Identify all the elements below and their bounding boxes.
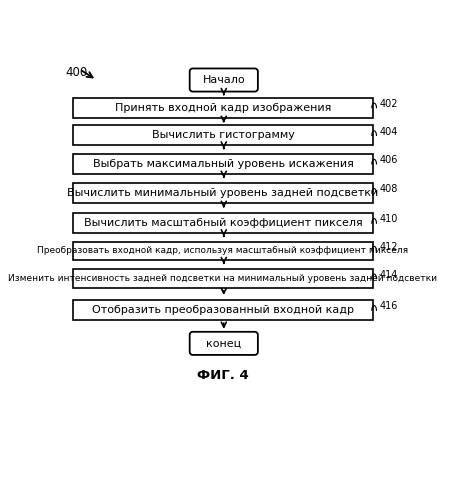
- Text: Вычислить масштабный коэффициент пикселя: Вычислить масштабный коэффициент пикселя: [83, 218, 362, 228]
- Text: Вычислить минимальный уровень задней подсветки: Вычислить минимальный уровень задней под…: [67, 188, 379, 198]
- Text: 416: 416: [380, 302, 398, 312]
- Text: 412: 412: [380, 242, 398, 252]
- FancyBboxPatch shape: [190, 68, 258, 92]
- Text: 414: 414: [380, 270, 398, 280]
- Bar: [74, 126, 373, 146]
- Text: 406: 406: [380, 155, 398, 165]
- Bar: [74, 154, 373, 174]
- Text: ФИГ. 4: ФИГ. 4: [197, 369, 249, 382]
- Bar: [74, 242, 373, 260]
- Bar: [74, 98, 373, 117]
- Text: Выбрать максимальный уровень искажения: Выбрать максимальный уровень искажения: [92, 159, 354, 169]
- Text: 402: 402: [380, 99, 398, 109]
- Text: Изменить интенсивность задней подсветки на минимальный уровень задней подсветки: Изменить интенсивность задней подсветки …: [9, 274, 437, 283]
- Text: 400: 400: [66, 66, 88, 79]
- Text: 410: 410: [380, 214, 398, 224]
- Bar: [74, 183, 373, 203]
- Bar: [74, 300, 373, 320]
- Text: Начало: Начало: [202, 75, 245, 85]
- Text: конец: конец: [206, 338, 241, 348]
- Text: Преобразовать входной кадр, используя масштабный коэффициент пикселя: Преобразовать входной кадр, используя ма…: [37, 246, 409, 256]
- Text: Вычислить гистограмму: Вычислить гистограмму: [152, 130, 295, 140]
- Text: 404: 404: [380, 126, 398, 136]
- FancyBboxPatch shape: [190, 332, 258, 355]
- Text: Принять входной кадр изображения: Принять входной кадр изображения: [115, 102, 331, 113]
- Bar: [74, 270, 373, 288]
- Bar: [74, 213, 373, 233]
- Text: 408: 408: [380, 184, 398, 194]
- Text: Отобразить преобразованный входной кадр: Отобразить преобразованный входной кадр: [92, 305, 354, 316]
